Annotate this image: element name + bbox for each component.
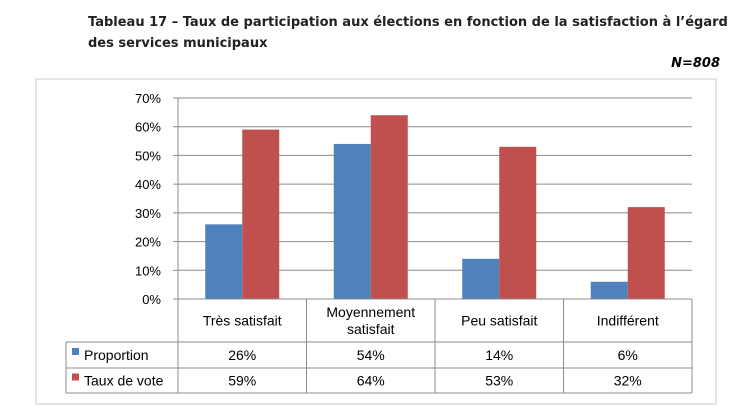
y-tick-label: 10%	[135, 263, 161, 278]
x-category-label: Indifférent	[597, 313, 659, 329]
bar-proportion	[590, 281, 628, 299]
bar-taux-de-vote	[242, 129, 280, 299]
y-tick-label: 0%	[142, 292, 161, 307]
data-label: 64%	[357, 373, 385, 389]
sample-size-label: N=808	[671, 56, 720, 71]
y-tick-label: 60%	[135, 120, 161, 135]
bar-taux-de-vote	[499, 146, 537, 299]
data-label: 6%	[618, 347, 638, 363]
y-tick-label: 20%	[135, 235, 161, 250]
bar-proportion	[462, 258, 500, 299]
x-category-label: Très satisfait	[203, 313, 282, 329]
data-label: 54%	[357, 347, 385, 363]
bar-taux-de-vote	[370, 115, 408, 299]
y-tick-label: 70%	[135, 91, 161, 106]
x-category-label: Moyennement	[326, 304, 415, 320]
bar-proportion	[205, 224, 243, 299]
data-label: 26%	[228, 347, 256, 363]
legend-label: Proportion	[84, 347, 149, 363]
data-label: 14%	[485, 347, 513, 363]
bars	[205, 115, 665, 299]
chart-frame	[35, 78, 717, 405]
y-tick-label: 40%	[135, 177, 161, 192]
y-tick-label: 50%	[135, 148, 161, 163]
legend-label: Taux de vote	[84, 373, 164, 389]
y-axis: 0% 10% 20% 30% 40% 50% 60% 70%	[135, 91, 179, 307]
legend-key	[72, 348, 79, 355]
data-label: 59%	[228, 373, 256, 389]
bar-taux-de-vote	[627, 207, 665, 299]
legend-key	[72, 373, 79, 381]
y-tick-label: 30%	[135, 206, 161, 221]
x-category-label: satisfait	[347, 321, 395, 337]
data-label: 32%	[614, 373, 642, 389]
data-label: 53%	[485, 373, 513, 389]
chart-title: Tableau 17 – Taux de participation aux é…	[88, 15, 728, 51]
bar-proportion	[333, 143, 371, 299]
x-category-label: Peu satisfait	[461, 313, 537, 329]
